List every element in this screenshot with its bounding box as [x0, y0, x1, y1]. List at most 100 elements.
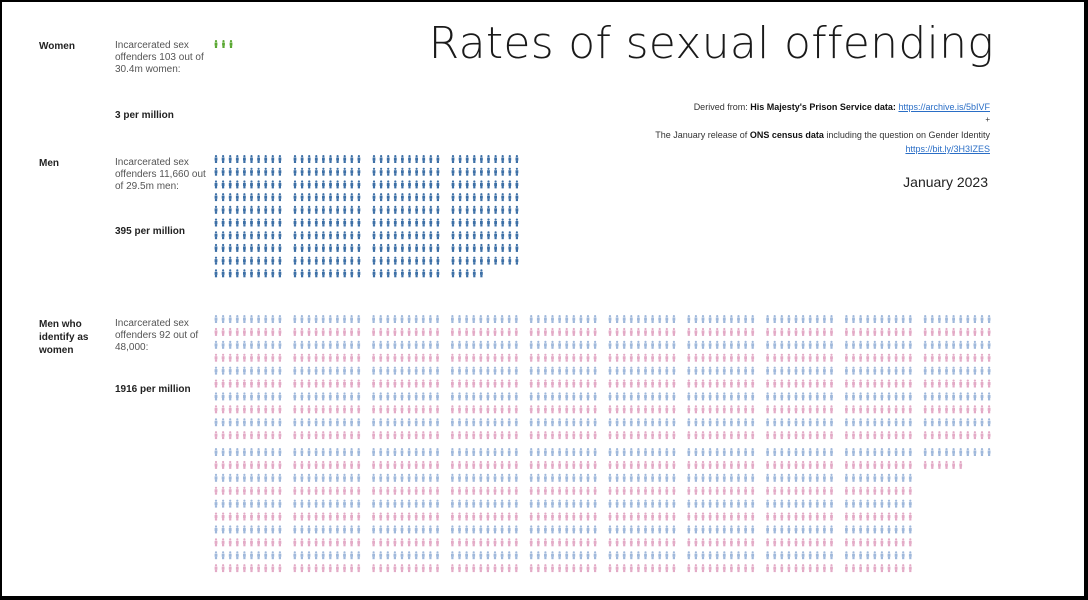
pictogram-person-tw [815, 564, 819, 573]
pictogram-person-tw [451, 486, 454, 495]
pictogram-person-tw [514, 353, 518, 362]
pictogram-person-tw [593, 486, 597, 495]
pictogram-person-tw [572, 499, 576, 508]
pictogram-person-men [480, 269, 483, 278]
pictogram-person-tw [687, 499, 691, 508]
pictogram-person-men [508, 205, 512, 214]
pictogram-person-tw [271, 538, 275, 547]
pictogram-person-tw [372, 486, 375, 495]
pictogram-person-tw [866, 551, 870, 560]
pictogram-person-tw [801, 499, 805, 508]
pictogram-person-tw [930, 431, 934, 440]
pictogram-person-tw [737, 366, 740, 375]
pictogram-person-tw [694, 379, 698, 388]
pictogram-person-tw [379, 315, 383, 323]
pictogram-person-tw [665, 379, 669, 388]
pictogram-person-tw [278, 431, 282, 440]
pictogram-person-men [357, 193, 361, 202]
pictogram-person-tw [766, 551, 769, 560]
pictogram-person-tw [952, 405, 955, 414]
pictogram-person-tw [737, 551, 740, 560]
pictogram-person-men [228, 167, 232, 176]
pictogram-person-tw [393, 392, 397, 401]
pictogram-person-tw [429, 405, 432, 414]
pictogram-person-men [250, 243, 253, 252]
pictogram-person-tw [622, 448, 626, 456]
pictogram-person-tw [544, 564, 547, 573]
pictogram-person-tw [379, 392, 383, 401]
pictogram-person-tw [694, 392, 698, 401]
pictogram-person-tw [887, 315, 891, 323]
pictogram-person-tw [565, 525, 569, 534]
pictogram-person-men [343, 269, 347, 278]
pictogram-person-tw [465, 366, 468, 375]
pictogram-person-men [271, 205, 275, 214]
pictogram-person-men [250, 205, 253, 214]
pictogram-person-men [350, 205, 354, 214]
pictogram-person-tw [293, 473, 297, 482]
pictogram-person-tw [321, 538, 325, 547]
pictogram-person-tw [866, 499, 870, 508]
pictogram-person-tw [357, 473, 361, 482]
pictogram-person-men [336, 231, 339, 240]
pictogram-person-tw [500, 392, 504, 401]
pictogram-person-tw [823, 525, 826, 534]
pictogram-person-tw [815, 405, 819, 414]
pictogram-person-tw [400, 315, 404, 323]
pictogram-person-tw [579, 525, 583, 534]
pictogram-person-tw [615, 366, 619, 375]
pictogram-person-men [508, 167, 512, 176]
source-link-archive[interactable]: https://archive.is/5bIVF [898, 102, 990, 112]
pictogram-person-tw [966, 418, 970, 427]
pictogram-person-men [307, 231, 311, 240]
pictogram-person-tw [859, 353, 862, 362]
pictogram-person-tw [730, 353, 733, 362]
pictogram-person-tw [465, 551, 468, 560]
pictogram-person-tw [737, 473, 740, 482]
pictogram-person-tw [980, 405, 984, 414]
pictogram-person-tw [328, 392, 332, 401]
pictogram-person-tw [350, 512, 353, 521]
pictogram-person-men [487, 180, 490, 189]
pictogram-person-tw [651, 379, 654, 388]
pictogram-person-tw [500, 525, 504, 534]
pictogram-person-tw [830, 379, 833, 388]
pictogram-person-tw [665, 486, 669, 495]
pictogram-person-tw [730, 327, 733, 336]
pictogram-person-tw [228, 327, 232, 336]
pictogram-person-men [228, 256, 232, 265]
pictogram-person-tw [866, 340, 870, 349]
pictogram-person-tw [507, 405, 511, 414]
pictogram-person-tw [451, 431, 454, 440]
pictogram-person-men [314, 243, 318, 252]
pictogram-person-tw [830, 405, 833, 414]
pictogram-person-men [465, 269, 469, 278]
pictogram-person-men [243, 205, 246, 214]
pictogram-person-tw [572, 486, 576, 495]
pictogram-person-tw [586, 366, 590, 375]
pictogram-person-tw [271, 327, 275, 336]
pictogram-person-tw [787, 460, 791, 469]
pictogram-person-tw [901, 431, 905, 440]
pictogram-person-tw [644, 460, 647, 469]
pictogram-person-tw [514, 473, 518, 482]
pictogram-person-tw [529, 327, 533, 336]
pictogram-person-tw [880, 512, 884, 521]
pictogram-person-tw [572, 448, 576, 456]
pictogram-person-tw [672, 499, 676, 508]
pictogram-person-tw [586, 379, 590, 388]
pictogram-person-tw [901, 564, 905, 573]
pictogram-person-tw [629, 366, 633, 375]
pictogram-person-tw [465, 353, 468, 362]
source-link-census[interactable]: https://bit.ly/3H3IZES [905, 144, 990, 154]
pictogram-person-men [257, 231, 260, 240]
pictogram-person-tw [644, 353, 647, 362]
pictogram-person-tw [801, 460, 805, 469]
pictogram-person-tw [243, 340, 246, 349]
pictogram-person-men [465, 218, 469, 227]
pictogram-person-tw [880, 327, 884, 336]
pictogram-person-tw [701, 315, 705, 323]
pictogram-person-tw [980, 418, 984, 427]
pictogram-person-tw [493, 460, 497, 469]
pictogram-person-tw [314, 315, 318, 323]
